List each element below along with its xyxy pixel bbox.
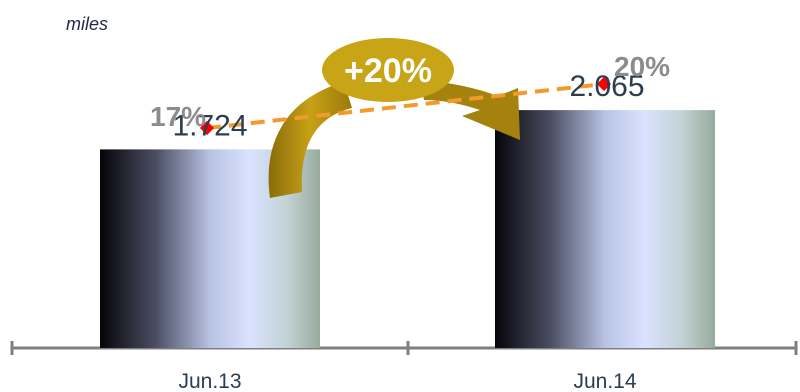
unit-label: miles	[66, 14, 109, 34]
x-tick-label: Jun.14	[573, 370, 636, 392]
percent-series-line	[206, 82, 605, 130]
x-tick-label: Jun.13	[178, 370, 241, 392]
growth-arrow-shaft	[268, 82, 352, 198]
bar-value-label: 2.065	[569, 70, 644, 103]
growth-badge-label: +20%	[344, 52, 432, 90]
percent-label: 17%	[150, 101, 206, 132]
bar	[495, 110, 715, 348]
growth-badge	[322, 38, 454, 102]
percent-series-marker	[596, 76, 612, 92]
bar-value-label: 1.724	[172, 109, 247, 142]
percent-label: 20%	[614, 51, 670, 82]
